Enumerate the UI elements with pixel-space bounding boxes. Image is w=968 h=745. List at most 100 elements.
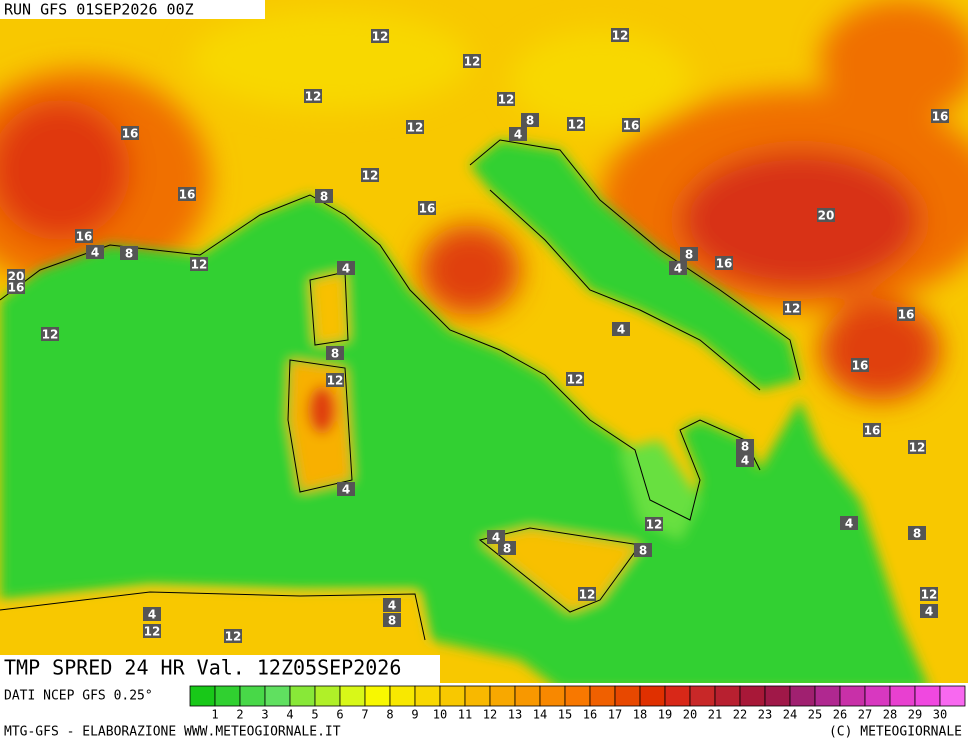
contour-label: 12 [464,55,481,69]
contour-label-box [612,322,630,336]
colorbar-label: 14 [533,708,547,722]
contour-label-box [143,607,161,621]
contour-label-box [920,587,938,601]
colorbar-label: 24 [783,708,797,722]
contour-label: 16 [419,202,436,216]
contour-label: 12 [362,169,379,183]
colorbar-label: 20 [683,708,697,722]
colorbar-label: 12 [483,708,497,722]
contour-label: 16 [76,230,93,244]
run-label-box [0,0,265,19]
contour-label-box [361,168,379,182]
colorbar-label: 15 [558,708,572,722]
contour-label: 12 [42,328,59,342]
colorbar-cell [414,685,441,707]
colorbar-cell [514,685,541,707]
colorbar-cell [214,685,241,707]
coastlines [0,139,801,641]
credit-left: MTG-GFS - ELABORAZIONE WWW.METEOGIORNALE… [4,725,341,740]
contour-label: 12 [579,588,596,602]
contour-label: 8 [125,247,133,261]
colorbar-cell [789,685,816,707]
credit-right: (C) METEOGIORNALE [829,725,962,740]
contour-label-box [406,120,424,134]
colorbar-cell [189,685,216,707]
contour-label-box [337,261,355,275]
contour-label-box [178,187,196,201]
contour-label: 4 [492,531,500,545]
contour-label: 12 [372,30,389,44]
colorbar-cell [364,685,391,707]
contour-label: 8 [388,614,396,628]
contour-label: 4 [617,323,625,337]
contour-label-box [224,629,242,643]
contour-label: 8 [331,347,339,361]
colorbar-cell [464,685,491,707]
contour-label-box [315,189,333,203]
contour-label: 16 [8,281,25,295]
colorbar-cell [389,685,416,707]
colorbar-cell [614,685,641,707]
colorbar-cell [539,685,566,707]
colorbar-cell [314,685,341,707]
contour-label-box [326,346,344,360]
contour-label-box [783,301,801,315]
contour-label-box [521,113,539,127]
colorbar-label: 3 [261,708,268,722]
colorbar-label: 27 [858,708,872,722]
colorbar-label: 25 [808,708,822,722]
colorbar-cell [939,685,966,707]
contour-label-box [497,92,515,106]
contour-label-box [567,117,585,131]
colorbar-cell [339,685,366,707]
title-box [0,655,440,683]
contour-label-box [383,613,401,627]
colorbar-cell [489,685,516,707]
contour-label: 12 [921,588,938,602]
colorbar-cell [889,685,916,707]
contour-label-box [897,307,915,321]
colorbar-label: 26 [833,708,847,722]
colorbar-cell [239,685,266,707]
contour-label-box [908,440,926,454]
contour-label: 12 [567,373,584,387]
colorbar-label: 28 [883,708,897,722]
contour-label: 12 [191,258,208,272]
contour-label: 16 [179,188,196,202]
colorbar-label: 16 [583,708,597,722]
contour-label: 12 [327,374,344,388]
contour-label-box [578,587,596,601]
contour-label: 12 [144,625,161,639]
colorbar-cell [864,685,891,707]
contour-label-box [851,358,869,372]
contour-label: 16 [864,424,881,438]
contour-label: 20 [818,209,835,223]
contour-label: 8 [913,527,921,541]
contour-label-box [41,327,59,341]
contour-label: 16 [932,110,949,124]
colorbar-label: 1 [211,708,218,722]
contour-label-box [383,598,401,612]
colorbar-label: 11 [458,708,472,722]
colorbar-cell [764,685,791,707]
contour-label: 4 [741,454,749,468]
contour-label-box [669,261,687,275]
contour-label-box [931,109,949,123]
contour-label: 16 [623,119,640,133]
colorbar-label: 23 [758,708,772,722]
contour-label: 8 [526,114,534,128]
contour-label-box [86,245,104,259]
colorbar-label: 6 [336,708,343,722]
colorbar-cell [839,685,866,707]
contour-label: 12 [225,630,242,644]
colorbar-label: 4 [286,708,293,722]
contour-label-box [920,604,938,618]
contour-label-box [143,624,161,638]
contour-label-box [840,516,858,530]
contour-label: 4 [388,599,396,613]
colorbar-cell [289,685,316,707]
colorbar-label: 29 [908,708,922,722]
colorbar: 1 2 3 4 5 6 7 8 9 10 11 12 13 14 15 16 17 18 19 20 21 22 23 24 2… [189,685,966,722]
contour-label-box [463,54,481,68]
colorbar-label: 10 [433,708,447,722]
